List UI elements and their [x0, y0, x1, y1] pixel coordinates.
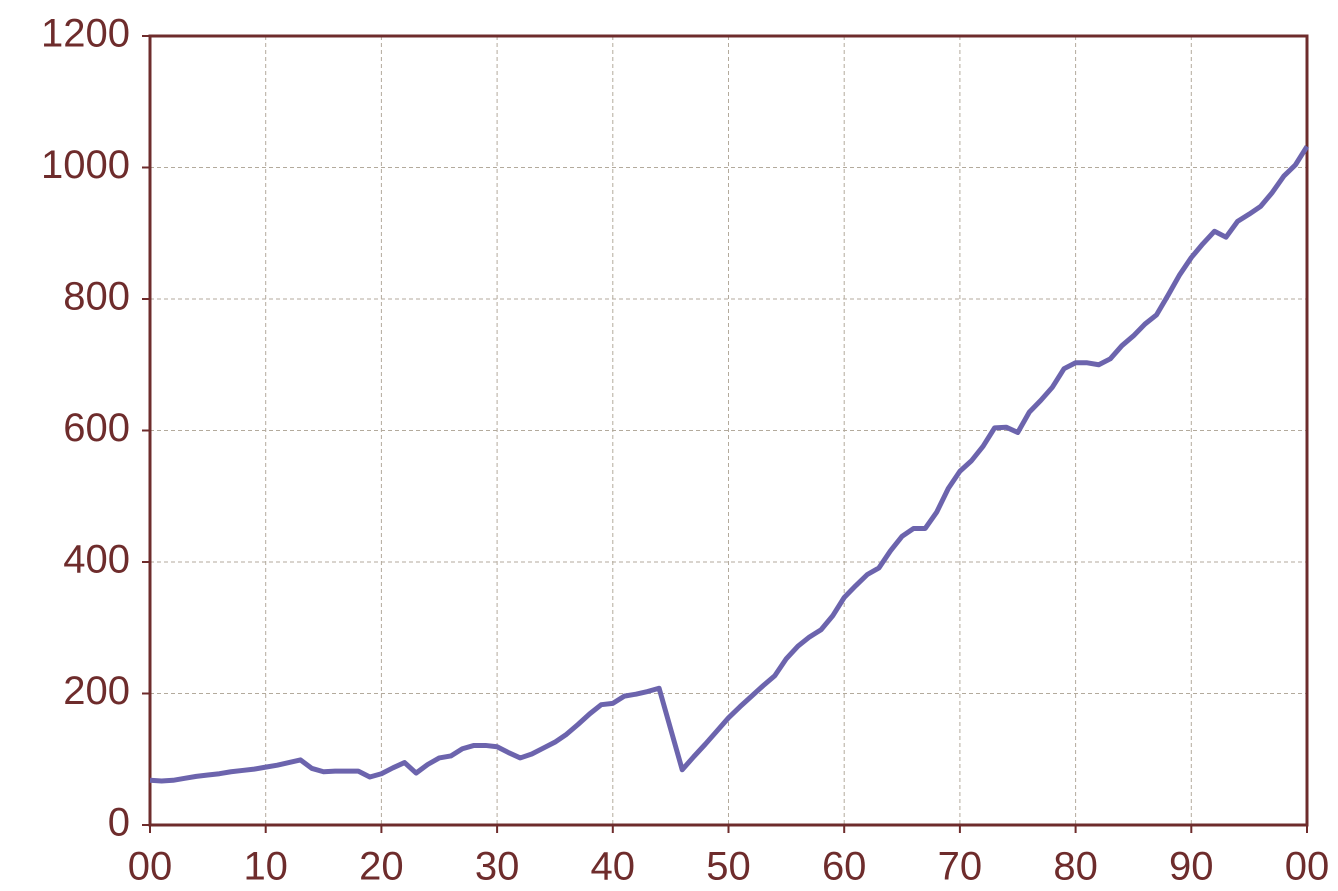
y-tick-label: 0	[108, 801, 130, 845]
x-tick-label: 20	[359, 845, 404, 889]
x-tick-label: 50	[706, 845, 751, 889]
y-tick-label: 1200	[41, 12, 130, 56]
x-tick-label: 00	[1285, 845, 1330, 889]
x-tick-label: 30	[475, 845, 520, 889]
x-tick-label: 00	[128, 845, 173, 889]
data-line	[149, 145, 1310, 784]
x-tick-label: 70	[938, 845, 983, 889]
y-tick-label: 200	[63, 669, 130, 713]
x-tick-label: 10	[243, 845, 288, 889]
y-tick-label: 1000	[41, 143, 130, 187]
y-tick-label: 600	[63, 406, 130, 450]
x-tick-label: 60	[822, 845, 867, 889]
y-tick-label: 800	[63, 275, 130, 319]
y-tick-label: 400	[63, 538, 130, 582]
x-tick-label: 80	[1053, 845, 1098, 889]
x-tick-label: 40	[591, 845, 636, 889]
x-tick-label: 90	[1169, 845, 1214, 889]
plot-frame	[148, 34, 1309, 827]
